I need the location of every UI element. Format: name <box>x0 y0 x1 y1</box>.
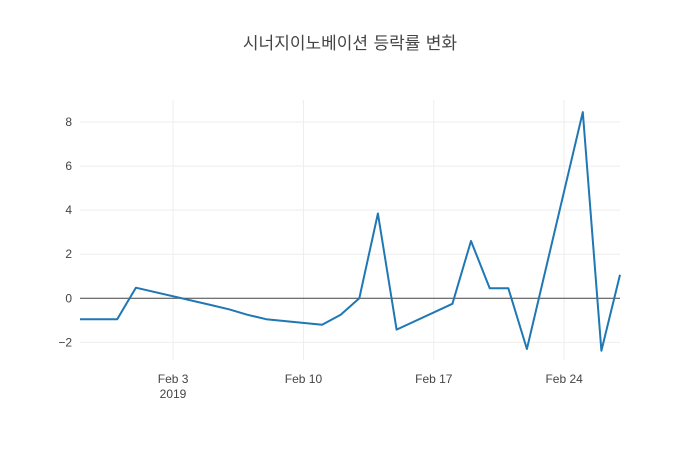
data-point <box>247 314 249 316</box>
data-point <box>600 350 602 352</box>
x-tick-label: Feb 24 <box>545 372 583 386</box>
data-point <box>321 324 323 326</box>
y-tick-label: 6 <box>65 159 72 173</box>
series-line <box>80 111 621 352</box>
data-point <box>228 308 230 310</box>
data-point <box>489 287 491 289</box>
data-point <box>209 304 211 306</box>
data-point <box>582 111 584 113</box>
data-point <box>377 213 379 215</box>
data-point <box>451 303 453 305</box>
data-point <box>619 274 621 276</box>
y-tick-label: 4 <box>65 203 72 217</box>
y-tick-label: 8 <box>65 115 72 129</box>
data-point <box>79 318 81 320</box>
x-axis-ticks: Feb 3 Feb 10 Feb 17 Feb 24 <box>158 372 583 386</box>
data-point <box>98 318 100 320</box>
x-tick-label: Feb 10 <box>285 372 323 386</box>
x-tick-label: Feb 3 <box>158 372 189 386</box>
data-point <box>396 329 398 331</box>
data-point <box>116 318 118 320</box>
data-point <box>340 314 342 316</box>
y-axis-ticks: −2 0 2 4 6 8 <box>58 115 72 349</box>
data-point <box>265 318 267 320</box>
grid <box>80 100 620 360</box>
data-point <box>470 240 472 242</box>
y-tick-label: 0 <box>65 291 72 305</box>
x-axis-year-label: 2019 <box>160 387 187 401</box>
data-point <box>526 348 528 350</box>
series-layer <box>79 111 621 352</box>
y-tick-label: −2 <box>58 335 72 349</box>
data-point <box>507 287 509 289</box>
data-point <box>135 287 137 289</box>
chart-title: 시너지이노베이션 등락률 변화 <box>243 34 457 54</box>
y-tick-label: 2 <box>65 247 72 261</box>
data-point <box>358 297 360 299</box>
x-tick-label: Feb 17 <box>415 372 453 386</box>
